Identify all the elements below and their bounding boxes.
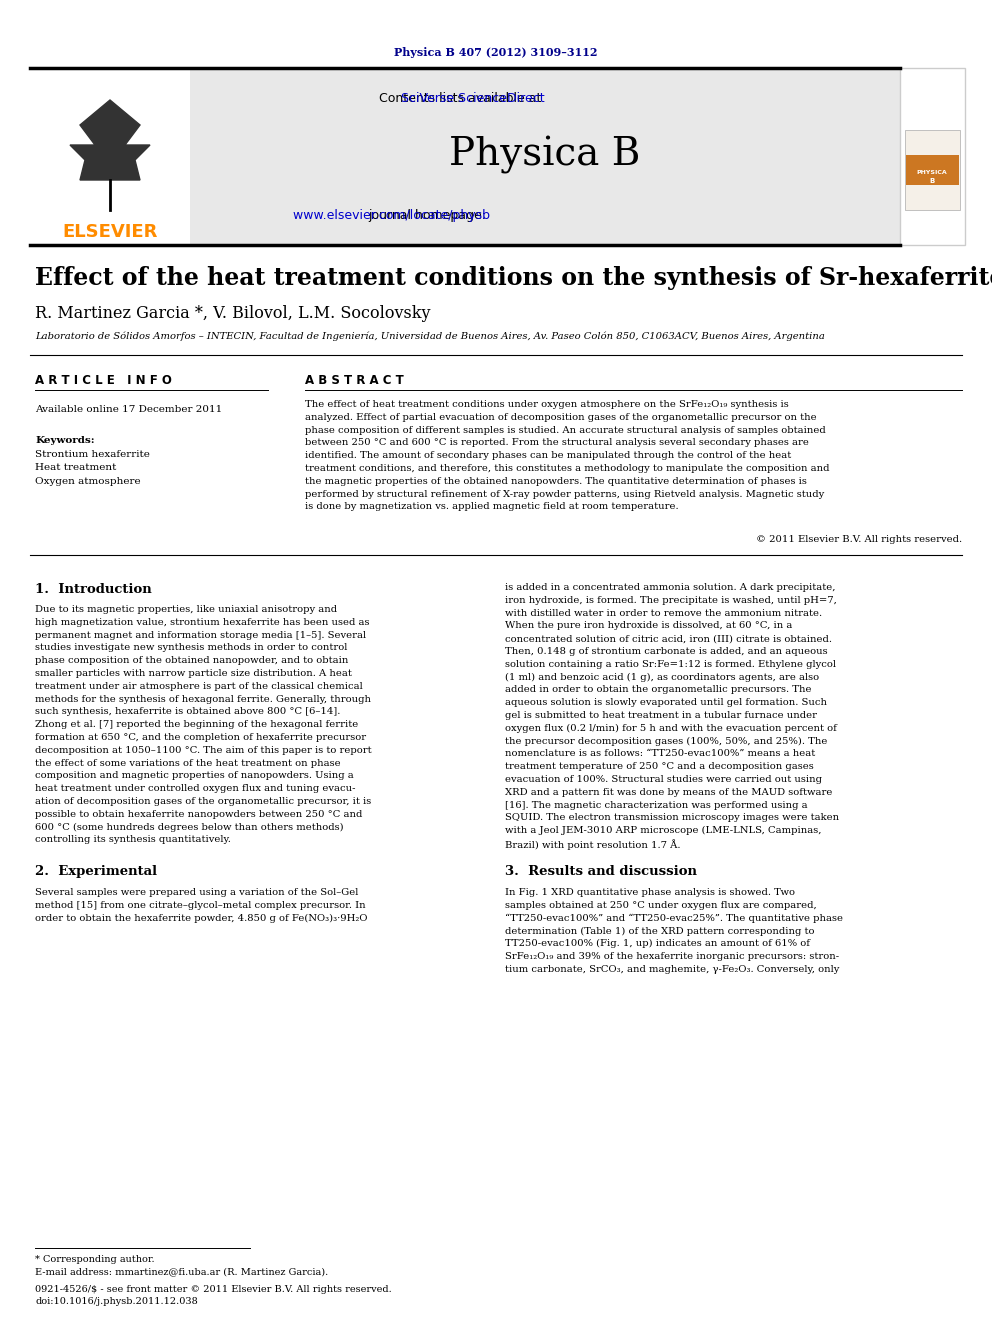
Text: When the pure iron hydroxide is dissolved, at 60 °C, in a: When the pure iron hydroxide is dissolve… (505, 622, 793, 630)
Text: samples obtained at 250 °C under oxygen flux are compared,: samples obtained at 250 °C under oxygen … (505, 901, 816, 910)
Bar (905, 130, 960, 210)
Text: is added in a concentrated ammonia solution. A dark precipitate,: is added in a concentrated ammonia solut… (505, 583, 835, 591)
Text: Strontium hexaferrite: Strontium hexaferrite (35, 450, 150, 459)
Text: phase composition of the obtained nanopowder, and to obtain: phase composition of the obtained nanopo… (35, 656, 348, 665)
Text: SrFe₁₂O₁₉ and 39% of the hexaferrite inorganic precursors: stron-: SrFe₁₂O₁₉ and 39% of the hexaferrite ino… (505, 953, 839, 960)
Text: Due to its magnetic properties, like uniaxial anisotropy and: Due to its magnetic properties, like uni… (35, 605, 337, 614)
Text: 600 °C (some hundreds degrees below than others methods): 600 °C (some hundreds degrees below than… (35, 823, 343, 832)
Polygon shape (70, 101, 150, 180)
Text: E-mail address: mmartinez@fi.uba.ar (R. Martinez Garcia).: E-mail address: mmartinez@fi.uba.ar (R. … (35, 1267, 328, 1275)
Text: the precursor decomposition gases (100%, 50%, and 25%). The: the precursor decomposition gases (100%,… (505, 737, 827, 746)
Text: evacuation of 100%. Structural studies were carried out using: evacuation of 100%. Structural studies w… (505, 775, 822, 785)
Text: analyzed. Effect of partial evacuation of decomposition gases of the organometal: analyzed. Effect of partial evacuation o… (305, 413, 816, 422)
Text: B: B (930, 179, 934, 184)
Text: tium carbonate, SrCO₃, and maghemite, γ-Fe₂O₃. Conversely, only: tium carbonate, SrCO₃, and maghemite, γ-… (505, 964, 839, 974)
Text: TT250-evac100% (Fig. 1, up) indicates an amount of 61% of: TT250-evac100% (Fig. 1, up) indicates an… (505, 939, 810, 949)
Text: ELSEVIER: ELSEVIER (62, 224, 158, 241)
Text: 2.  Experimental: 2. Experimental (35, 865, 157, 878)
Text: methods for the synthesis of hexagonal ferrite. Generally, through: methods for the synthesis of hexagonal f… (35, 695, 371, 704)
Text: ation of decomposition gases of the organometallic precursor, it is: ation of decomposition gases of the orga… (35, 796, 371, 806)
Text: Effect of the heat treatment conditions on the synthesis of Sr-hexaferrite: Effect of the heat treatment conditions … (35, 266, 992, 290)
Text: XRD and a pattern fit was done by means of the MAUD software: XRD and a pattern fit was done by means … (505, 787, 832, 796)
Text: heat treatment under controlled oxygen flux and tuning evacu-: heat treatment under controlled oxygen f… (35, 785, 355, 794)
Text: the effect of some variations of the heat treatment on phase: the effect of some variations of the hea… (35, 758, 340, 767)
Text: with a Jeol JEM-3010 ARP microscope (LME-LNLS, Campinas,: with a Jeol JEM-3010 ARP microscope (LME… (505, 826, 821, 835)
Text: journal homepage:: journal homepage: (368, 209, 490, 221)
Text: SQUID. The electron transmission microscopy images were taken: SQUID. The electron transmission microsc… (505, 814, 839, 823)
Text: A R T I C L E   I N F O: A R T I C L E I N F O (35, 373, 172, 386)
Text: 3.  Results and discussion: 3. Results and discussion (505, 865, 697, 878)
Text: “TT250-evac100%” and “TT250-evac25%”. The quantitative phase: “TT250-evac100%” and “TT250-evac25%”. Th… (505, 914, 843, 923)
Text: treatment temperature of 250 °C and a decomposition gases: treatment temperature of 250 °C and a de… (505, 762, 813, 771)
Text: permanent magnet and information storage media [1–5]. Several: permanent magnet and information storage… (35, 631, 366, 639)
Text: Physica B: Physica B (449, 136, 641, 175)
Text: SciVerse ScienceDirect: SciVerse ScienceDirect (282, 91, 545, 105)
Text: Heat treatment: Heat treatment (35, 463, 116, 472)
Text: A B S T R A C T: A B S T R A C T (305, 373, 404, 386)
Text: © 2011 Elsevier B.V. All rights reserved.: © 2011 Elsevier B.V. All rights reserved… (756, 534, 962, 544)
Text: solution containing a ratio Sr:Fe=1:12 is formed. Ethylene glycol: solution containing a ratio Sr:Fe=1:12 i… (505, 660, 836, 669)
Text: treatment under air atmosphere is part of the classical chemical: treatment under air atmosphere is part o… (35, 681, 363, 691)
Text: smaller particles with narrow particle size distribution. A heat: smaller particles with narrow particle s… (35, 669, 352, 677)
Bar (30, 67, 900, 245)
Text: added in order to obtain the organometallic precursors. The: added in order to obtain the organometal… (505, 685, 811, 695)
Bar (906, 155, 959, 185)
Text: R. Martinez Garcia *, V. Bilovol, L.M. Socolovsky: R. Martinez Garcia *, V. Bilovol, L.M. S… (35, 304, 431, 321)
Text: [16]. The magnetic characterization was performed using a: [16]. The magnetic characterization was … (505, 800, 807, 810)
Text: with distilled water in order to remove the ammonium nitrate.: with distilled water in order to remove … (505, 609, 822, 618)
Text: decomposition at 1050–1100 °C. The aim of this paper is to report: decomposition at 1050–1100 °C. The aim o… (35, 746, 372, 755)
Text: 0921-4526/$ - see front matter © 2011 Elsevier B.V. All rights reserved.: 0921-4526/$ - see front matter © 2011 El… (35, 1285, 392, 1294)
Text: Brazil) with point resolution 1.7 Å.: Brazil) with point resolution 1.7 Å. (505, 839, 681, 849)
Text: performed by structural refinement of X-ray powder patterns, using Rietveld anal: performed by structural refinement of X-… (305, 490, 824, 499)
Text: the magnetic properties of the obtained nanopowders. The quantitative determinat: the magnetic properties of the obtained … (305, 476, 806, 486)
Text: formation at 650 °C, and the completion of hexaferrite precursor: formation at 650 °C, and the completion … (35, 733, 366, 742)
Bar (30, 67, 190, 245)
Text: doi:10.1016/j.physb.2011.12.038: doi:10.1016/j.physb.2011.12.038 (35, 1297, 197, 1306)
Text: * Corresponding author.: * Corresponding author. (35, 1256, 155, 1263)
Text: 1.  Introduction: 1. Introduction (35, 583, 152, 595)
Text: Then, 0.148 g of strontium carbonate is added, and an aqueous: Then, 0.148 g of strontium carbonate is … (505, 647, 827, 656)
Text: is done by magnetization vs. applied magnetic field at room temperature.: is done by magnetization vs. applied mag… (305, 503, 679, 512)
Text: phase composition of different samples is studied. An accurate structural analys: phase composition of different samples i… (305, 426, 825, 434)
Text: determination (Table 1) of the XRD pattern corresponding to: determination (Table 1) of the XRD patte… (505, 926, 814, 935)
Text: (1 ml) and benzoic acid (1 g), as coordinators agents, are also: (1 ml) and benzoic acid (1 g), as coordi… (505, 672, 819, 681)
Text: between 250 °C and 600 °C is reported. From the structural analysis several seco: between 250 °C and 600 °C is reported. F… (305, 438, 808, 447)
Text: www.elsevier.com/locate/physb: www.elsevier.com/locate/physb (217, 209, 490, 221)
Text: In Fig. 1 XRD quantitative phase analysis is showed. Two: In Fig. 1 XRD quantitative phase analysi… (505, 888, 795, 897)
Text: studies investigate new synthesis methods in order to control: studies investigate new synthesis method… (35, 643, 347, 652)
Text: Laboratorio de Sólidos Amorfos – INTECIN, Facultad de Ingeniería, Universidad de: Laboratorio de Sólidos Amorfos – INTECIN… (35, 331, 825, 341)
Text: Oxygen atmosphere: Oxygen atmosphere (35, 478, 141, 486)
Text: oxygen flux (0.2 l/min) for 5 h and with the evacuation percent of: oxygen flux (0.2 l/min) for 5 h and with… (505, 724, 837, 733)
Text: gel is submitted to heat treatment in a tubular furnace under: gel is submitted to heat treatment in a … (505, 710, 817, 720)
Text: such synthesis, hexaferrite is obtained above 800 °C [6–14].: such synthesis, hexaferrite is obtained … (35, 708, 340, 716)
Text: Contents lists available at: Contents lists available at (379, 91, 545, 105)
Text: iron hydroxide, is formed. The precipitate is washed, until pH=7,: iron hydroxide, is formed. The precipita… (505, 595, 837, 605)
Text: possible to obtain hexaferrite nanopowders between 250 °C and: possible to obtain hexaferrite nanopowde… (35, 810, 362, 819)
Text: method [15] from one citrate–glycol–metal complex precursor. In: method [15] from one citrate–glycol–meta… (35, 901, 366, 910)
Text: Zhong et al. [7] reported the beginning of the hexagonal ferrite: Zhong et al. [7] reported the beginning … (35, 720, 358, 729)
Text: order to obtain the hexaferrite powder, 4.850 g of Fe(NO₃)₃·9H₂O: order to obtain the hexaferrite powder, … (35, 914, 367, 922)
Text: aqueous solution is slowly evaporated until gel formation. Such: aqueous solution is slowly evaporated un… (505, 699, 827, 708)
Text: composition and magnetic properties of nanopowders. Using a: composition and magnetic properties of n… (35, 771, 354, 781)
Text: Several samples were prepared using a variation of the Sol–Gel: Several samples were prepared using a va… (35, 888, 358, 897)
Text: PHYSICA: PHYSICA (917, 169, 947, 175)
Text: concentrated solution of citric acid, iron (III) citrate is obtained.: concentrated solution of citric acid, ir… (505, 634, 832, 643)
Text: controlling its synthesis quantitatively.: controlling its synthesis quantitatively… (35, 835, 231, 844)
Text: high magnetization value, strontium hexaferrite has been used as: high magnetization value, strontium hexa… (35, 618, 369, 627)
Text: Available online 17 December 2011: Available online 17 December 2011 (35, 406, 222, 414)
Text: nomenclature is as follows: “TT250-evac100%” means a heat: nomenclature is as follows: “TT250-evac1… (505, 749, 815, 758)
Text: identified. The amount of secondary phases can be manipulated through the contro: identified. The amount of secondary phas… (305, 451, 792, 460)
Bar (900, 67, 965, 245)
Text: Keywords:: Keywords: (35, 437, 94, 445)
Text: treatment conditions, and therefore, this constitutes a methodology to manipulat: treatment conditions, and therefore, thi… (305, 464, 829, 474)
Text: The effect of heat treatment conditions under oxygen atmosphere on the SrFe₁₂O₁₉: The effect of heat treatment conditions … (305, 400, 789, 409)
Text: Physica B 407 (2012) 3109–3112: Physica B 407 (2012) 3109–3112 (394, 46, 598, 57)
